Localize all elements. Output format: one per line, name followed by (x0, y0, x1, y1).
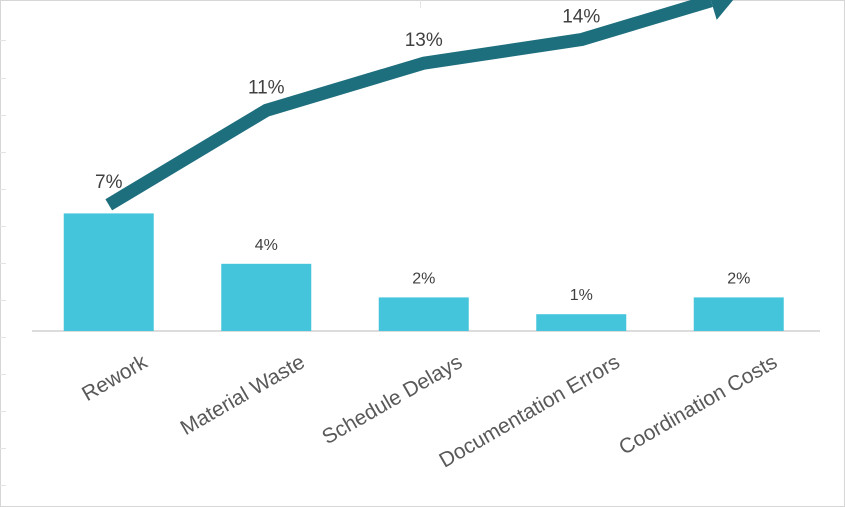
bar-schedule-delays (378, 297, 469, 331)
cumulative-value-label: 11% (248, 77, 285, 98)
bar-rework (63, 213, 154, 331)
cumulative-value-label: 14% (562, 7, 600, 28)
bar-value-label: 2% (727, 270, 750, 287)
bar-coordination-costs (693, 297, 784, 331)
bar-material-waste (221, 263, 312, 331)
category-label: Schedule Delays (318, 350, 466, 449)
cumulative-value-label: 7% (95, 172, 123, 193)
bar-documentation-errors (536, 314, 627, 331)
category-label: Coordination Costs (615, 350, 781, 459)
cumulative-value-label: 13% (405, 30, 443, 51)
category-label: Rework (78, 350, 152, 406)
trend-arrow-head (710, 0, 734, 20)
cumulative-trend-line (105, 0, 713, 211)
category-label: Material Waste (177, 350, 309, 440)
bar-value-label: 4% (255, 237, 278, 254)
bar-value-label: 2% (412, 270, 435, 287)
bar-value-label: 1% (570, 287, 593, 304)
